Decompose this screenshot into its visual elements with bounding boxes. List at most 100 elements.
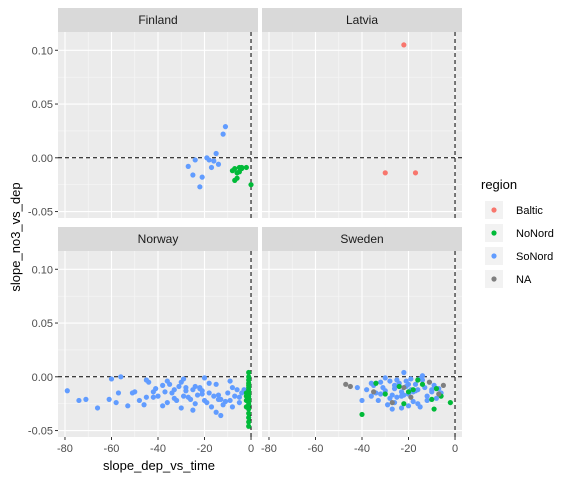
data-point (243, 390, 249, 396)
facet-strip-label: Finland (138, 13, 177, 27)
facet-strip-label: Sweden (340, 232, 383, 246)
data-point (408, 376, 414, 382)
data-point (64, 388, 70, 394)
data-point (164, 378, 170, 384)
data-point (378, 391, 384, 397)
data-point (204, 155, 210, 161)
data-point (218, 412, 224, 419)
data-point (403, 378, 409, 384)
legend-label: NoNord (516, 228, 554, 240)
data-point (183, 384, 189, 391)
data-point (176, 383, 182, 390)
data-point (232, 393, 238, 399)
facet-strip (58, 227, 258, 251)
data-point (204, 399, 210, 406)
data-point (368, 380, 374, 386)
data-point (201, 375, 208, 381)
data-point (229, 384, 236, 391)
data-point (162, 389, 168, 395)
facet-strip (58, 8, 258, 32)
facet-strip-label: Latvia (346, 13, 378, 27)
data-point (208, 404, 215, 410)
data-point (180, 376, 187, 382)
data-point (429, 396, 435, 402)
y-tick-label: 0.10 (32, 45, 53, 57)
data-point (118, 374, 124, 380)
y-axis-title: slope_no3_vs_dep (8, 182, 23, 291)
data-point (401, 369, 407, 376)
data-point (141, 402, 147, 408)
data-point (243, 164, 249, 171)
data-point (359, 397, 365, 404)
data-point (246, 410, 252, 416)
data-point (401, 401, 407, 407)
data-point (227, 378, 233, 384)
data-point (108, 376, 115, 382)
data-point (359, 411, 365, 418)
facet-strip-label: Norway (138, 232, 179, 246)
data-point (187, 396, 194, 402)
data-point (424, 397, 430, 404)
data-point (136, 397, 142, 404)
x-tick-label: 0 (452, 443, 458, 455)
data-point (389, 399, 395, 406)
data-point (215, 161, 222, 167)
data-point (373, 380, 379, 386)
y-tick-label: -0.05 (28, 426, 53, 438)
data-point (76, 397, 82, 404)
data-point (236, 394, 242, 400)
facet-panels: Finland Latvia Norway Sweden (58, 8, 462, 437)
facet-panel-sweden: Sweden (262, 227, 462, 437)
data-point (394, 377, 400, 383)
legend: region Baltic NoNord SoNord NA (481, 177, 554, 288)
data-point (234, 170, 240, 176)
data-point (218, 396, 224, 402)
data-point (394, 394, 400, 400)
legend-key-nonord (491, 230, 497, 236)
legend-label: SoNord (516, 251, 553, 263)
data-point (213, 150, 219, 157)
legend-key-baltic (491, 207, 497, 213)
data-point (243, 397, 249, 404)
legend-label: NA (516, 274, 532, 286)
data-point (412, 381, 419, 387)
data-point (419, 381, 426, 387)
y-tick-label: 0.10 (32, 264, 53, 276)
data-point (424, 393, 430, 399)
data-point (405, 389, 412, 395)
data-point (213, 409, 219, 415)
data-point (150, 394, 156, 400)
x-tick-label: -40 (150, 443, 166, 455)
data-point (185, 163, 191, 169)
data-point (364, 387, 370, 393)
data-point (401, 42, 407, 48)
data-point (382, 375, 388, 381)
data-point (239, 165, 245, 172)
data-point (171, 387, 177, 393)
data-point (171, 395, 177, 401)
data-point (410, 387, 416, 393)
x-tick-label: -60 (308, 443, 324, 455)
x-tick-label: -80 (57, 443, 73, 455)
data-point (384, 402, 391, 408)
data-point (94, 405, 101, 411)
data-point (387, 395, 393, 401)
data-point (178, 405, 184, 411)
data-point (447, 399, 453, 406)
data-point (211, 158, 217, 164)
legend-label: Baltic (516, 205, 543, 217)
data-point (387, 378, 393, 384)
x-tick-label: -40 (354, 443, 370, 455)
data-point (368, 393, 374, 399)
data-point (199, 174, 205, 180)
x-tick-label: -20 (197, 443, 213, 455)
data-point (197, 184, 203, 190)
data-point (234, 387, 240, 393)
facet-strip (262, 227, 462, 251)
data-point (160, 403, 166, 409)
data-point (125, 403, 131, 409)
data-point (401, 384, 407, 391)
data-point (415, 401, 421, 407)
data-point (398, 405, 405, 411)
